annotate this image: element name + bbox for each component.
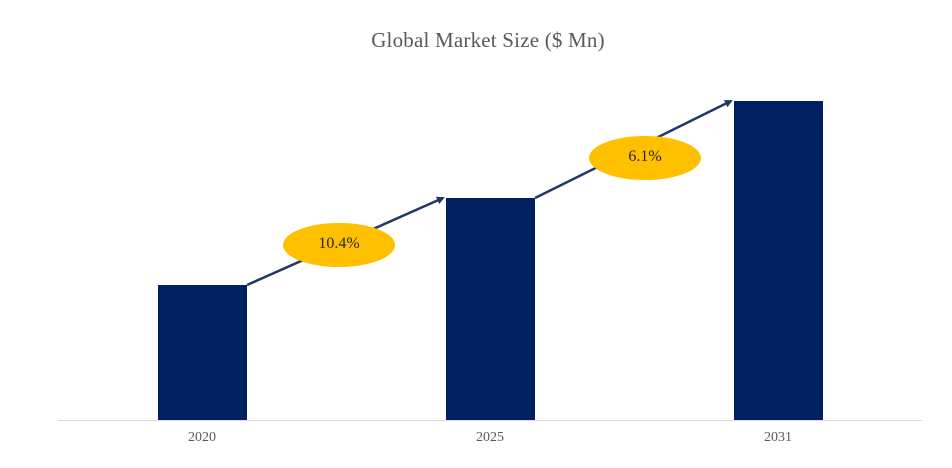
cagr-bubble-1	[283, 223, 395, 267]
x-tick-label-2020: 2020	[188, 430, 216, 445]
x-axis-line	[58, 420, 922, 421]
bar-2025	[446, 198, 535, 420]
bar-2031	[734, 101, 823, 420]
cagr-label-2025-2031: 6.1%	[628, 148, 662, 165]
bar-2020	[158, 285, 247, 420]
chart-title: Global Market Size ($ Mn)	[371, 28, 605, 52]
cagr-label-2020-2025: 10.4%	[318, 235, 360, 252]
x-tick-label-2031: 2031	[764, 430, 792, 445]
x-tick-label-2025: 2025	[476, 430, 504, 445]
cagr-bubble-2	[589, 136, 701, 180]
